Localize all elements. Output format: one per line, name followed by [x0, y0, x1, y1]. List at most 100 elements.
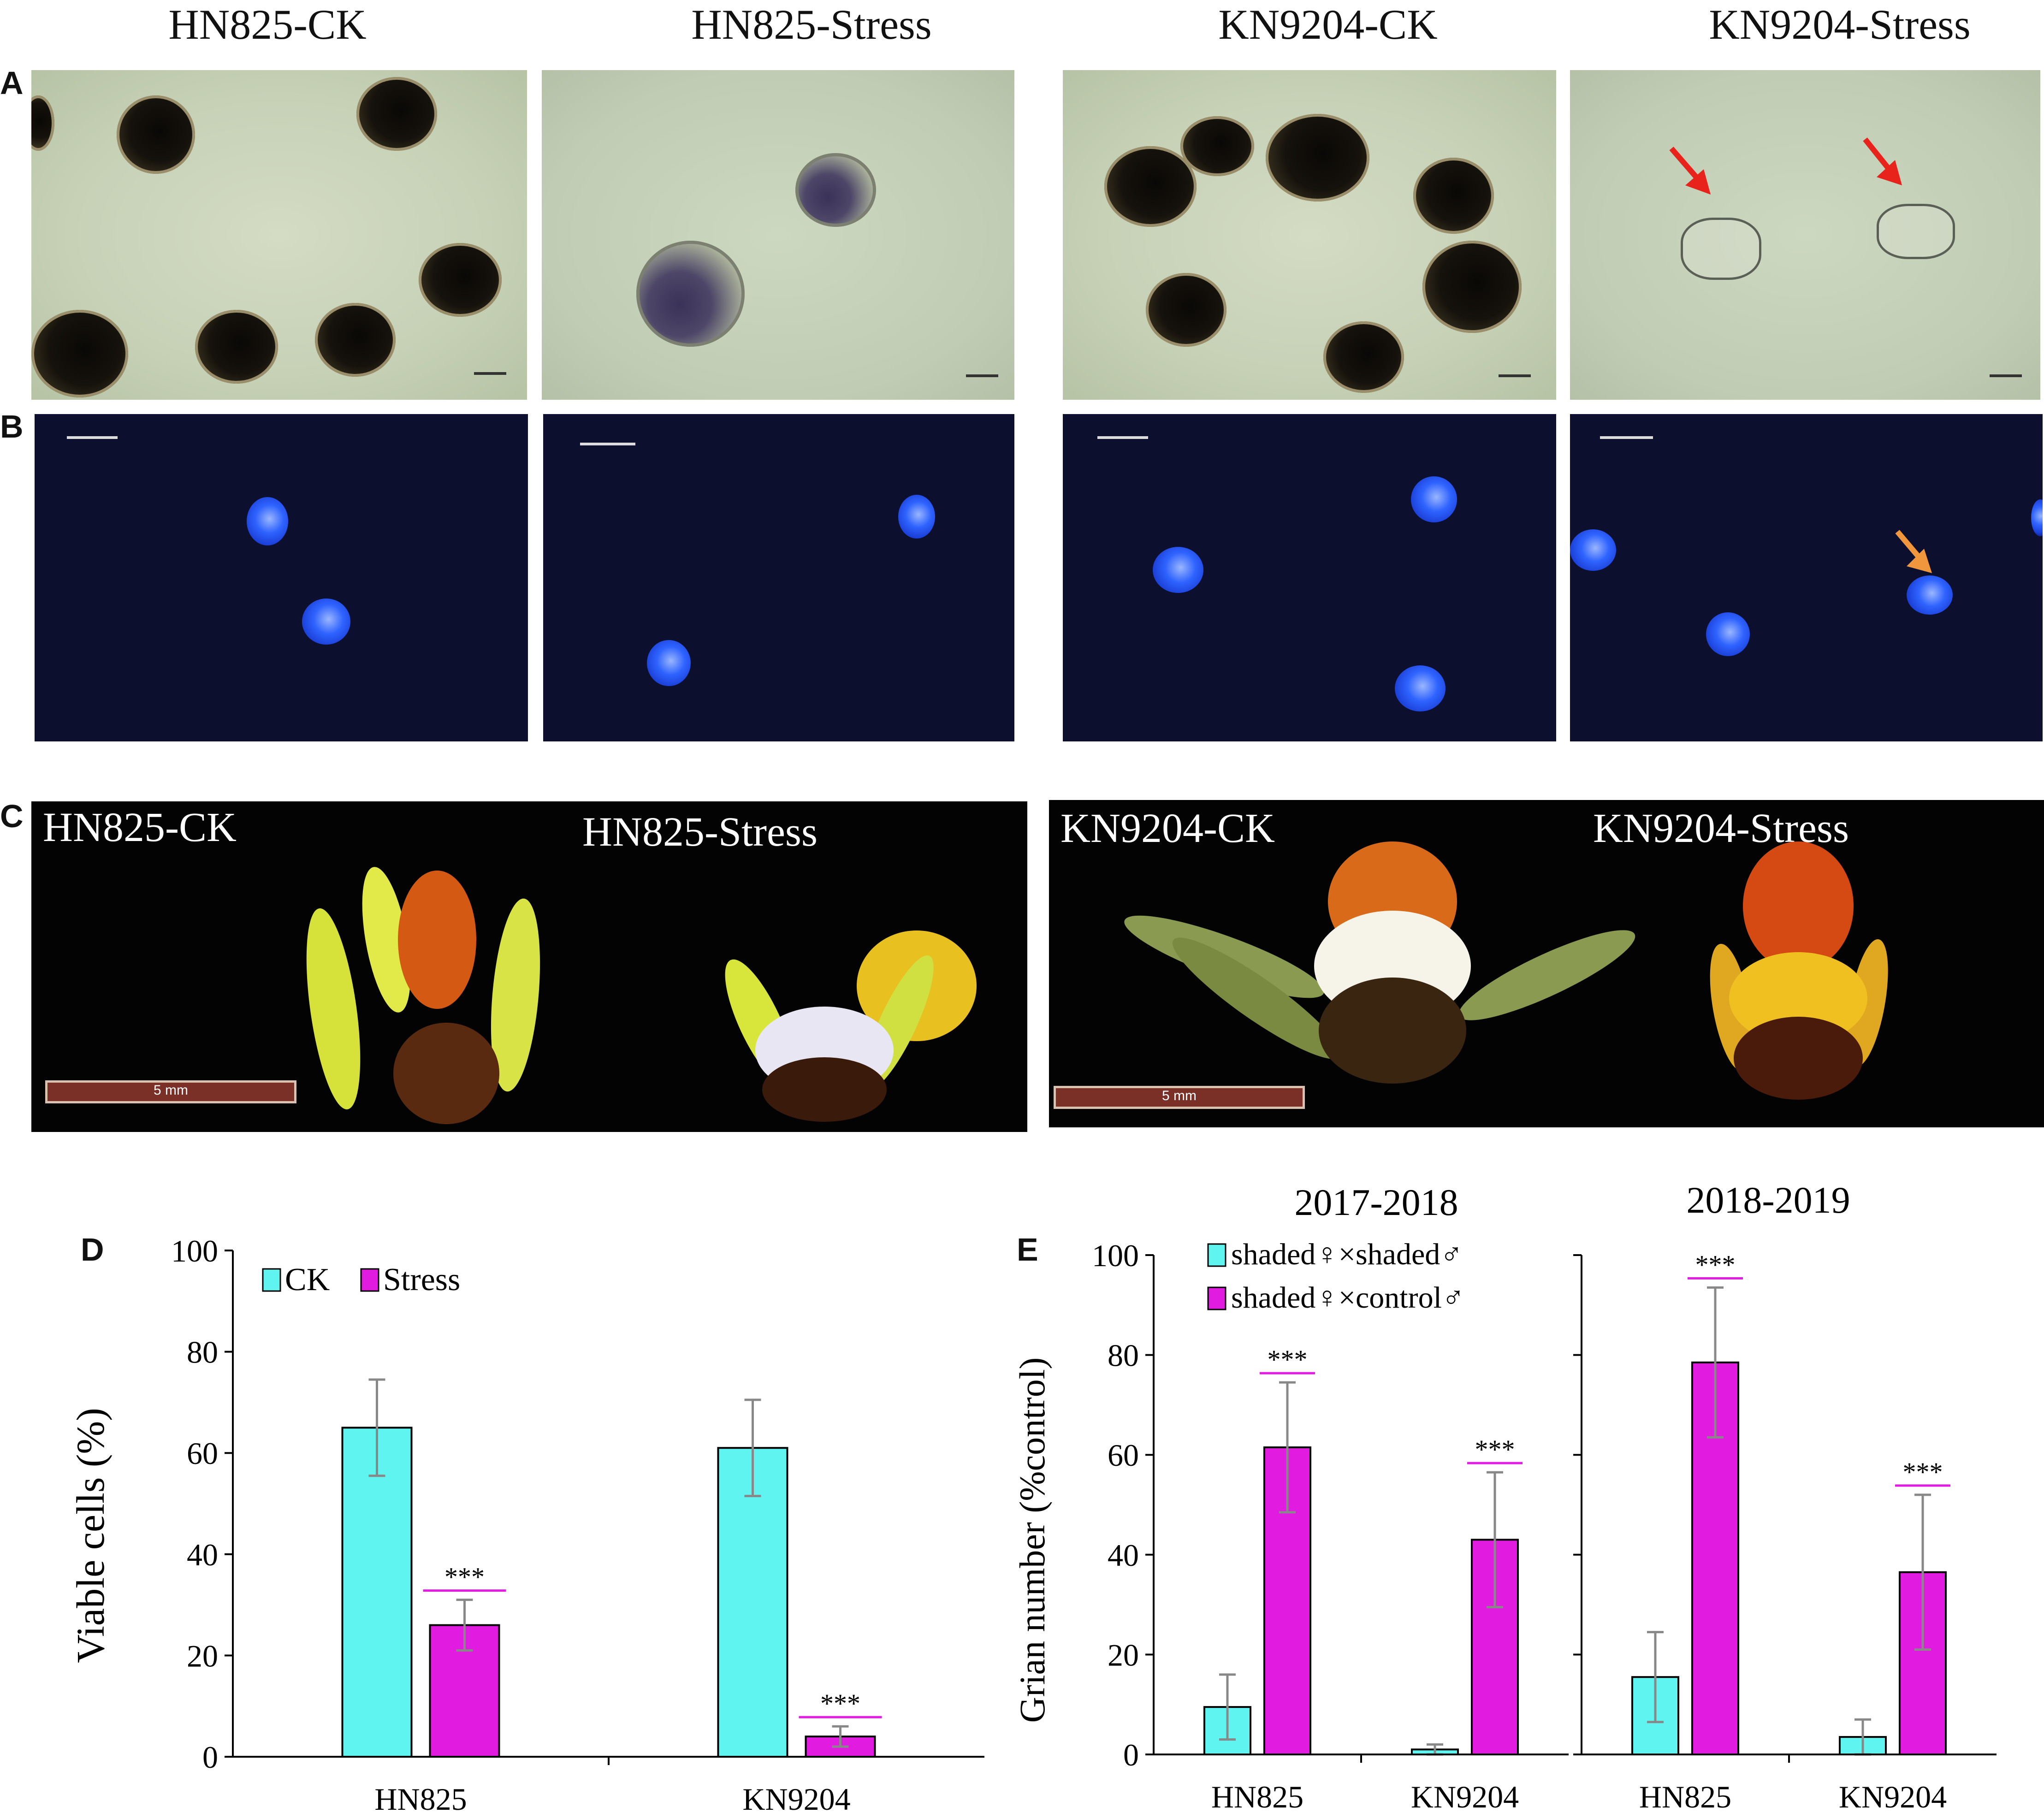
- chart-title-2017-2018: 2017-2018: [1294, 1181, 1458, 1223]
- scale-bar-5mm: 5 mm: [1054, 1086, 1305, 1109]
- pollen-nucleus: [247, 497, 288, 545]
- panel-label-d: D: [81, 1232, 104, 1268]
- pollen-grain: [117, 95, 195, 174]
- y-tick-label: 40: [1108, 1538, 1139, 1573]
- column-title-kn9204-stress: KN9204-Stress: [1709, 1, 1971, 48]
- y-axis-label: Grian number (%control): [1012, 1357, 1052, 1723]
- pollen-grain: [1413, 158, 1494, 234]
- photo-c-kn9204: KN9204-CK KN9204-Stress 5 mm: [1049, 800, 2044, 1127]
- x-tick-label: KN9204: [742, 1782, 850, 1817]
- scale-bar: [1990, 374, 2022, 377]
- red-arrow-2-head: [1877, 160, 1902, 185]
- pollen-nucleus: [647, 640, 691, 686]
- y-tick-label: 40: [187, 1537, 218, 1572]
- red-arrow-1-head: [1685, 169, 1711, 195]
- y-axis-label: Viable cells (%): [69, 1408, 113, 1663]
- scale-bar-5mm: 5 mm: [45, 1080, 296, 1103]
- bars: HN825 *** KN9204 *** HN825 *** KN9204 ***: [1154, 1250, 1997, 1814]
- x-tick-label: HN825: [1639, 1779, 1731, 1814]
- ovary: [1734, 1017, 1863, 1100]
- y-tick-label: 60: [187, 1436, 218, 1471]
- anther: [1847, 939, 1888, 1067]
- y-tick-label: 100: [171, 1233, 218, 1268]
- x-tick-label: KN9204: [1839, 1779, 1947, 1814]
- axes: 0 20 40 60 80 100: [171, 1233, 234, 1775]
- x-tick-label: KN9204: [1411, 1779, 1519, 1814]
- pollen-grain: [31, 95, 54, 151]
- micrograph-b-hn825-ck: [35, 414, 528, 741]
- significance-marker: ***: [820, 1689, 860, 1718]
- legend-swatch-shaded-control: [1207, 1286, 1226, 1310]
- pollen-nucleus: [1395, 665, 1446, 711]
- significance-marker: ***: [1695, 1250, 1736, 1280]
- pollen-grain: [1266, 114, 1369, 201]
- floret-drawings-kn9204: [1124, 841, 1888, 1100]
- micrograph-b-kn9204-stress: [1570, 414, 2043, 741]
- pollen-nucleus: [1570, 529, 1616, 571]
- micrograph-b-hn825-stress: [543, 414, 1014, 741]
- pollen-grain: [1146, 273, 1226, 347]
- micrograph-a-kn9204-stress: [1570, 70, 2040, 400]
- legend-label-shaded-control: shaded♀×control♂: [1231, 1281, 1464, 1315]
- ovary: [1319, 978, 1466, 1084]
- pollen-grain: [1323, 321, 1404, 393]
- legend: CK Stress: [262, 1262, 460, 1298]
- pollen-grain: [795, 153, 876, 227]
- label-kn9204-ck: KN9204-CK: [1061, 806, 1275, 851]
- anther: [306, 908, 361, 1109]
- x-tick-label: HN825: [374, 1782, 467, 1817]
- label-hn825-ck: HN825-CK: [43, 805, 237, 850]
- legend-swatch-shaded-shaded: [1207, 1243, 1226, 1267]
- legend-label-shaded-shaded: shaded♀×shaded♂: [1231, 1238, 1463, 1271]
- scale-bar: [474, 372, 506, 375]
- pollen-grain: [419, 243, 502, 317]
- significance-marker: ***: [1475, 1434, 1515, 1464]
- micrograph-a-hn825-ck: [31, 70, 527, 400]
- legend: shaded♀×shaded♂ shaded♀×control♂: [1207, 1238, 1464, 1315]
- stigma: [1743, 841, 1854, 971]
- collapsed-pollen: [1877, 204, 1955, 259]
- pollen-grain: [315, 303, 396, 377]
- pollen-nucleus: [898, 495, 935, 539]
- pollen-grain: [1180, 116, 1254, 176]
- significance-marker: ***: [1903, 1457, 1943, 1487]
- orange-arrow-head: [1907, 549, 1932, 573]
- column-title-hn825-stress: HN825-Stress: [691, 1, 932, 48]
- legend-swatch-ck: [262, 1268, 281, 1292]
- y-tick-label: 80: [187, 1335, 218, 1370]
- photo-c-hn825: HN825-CK HN825-Stress 5 mm: [31, 801, 1027, 1132]
- pollen-nucleus: [1907, 575, 1953, 615]
- pollen-grain: [1104, 146, 1197, 227]
- pollen-nucleus: [1411, 476, 1457, 522]
- pollen-grain: [1422, 241, 1522, 333]
- pollen-grain: [31, 310, 128, 397]
- panel-label-e: E: [1017, 1232, 1038, 1268]
- ovary: [762, 1057, 887, 1122]
- significance-marker: ***: [1268, 1345, 1308, 1375]
- significance-marker: ***: [444, 1562, 485, 1592]
- label-hn825-stress: HN825-Stress: [582, 809, 818, 855]
- panel-label-b: B: [0, 409, 24, 444]
- collapsed-pollen: [1681, 218, 1761, 280]
- pollen-nucleus: [1153, 547, 1203, 593]
- column-title-kn9204-ck: KN9204-CK: [1218, 1, 1438, 48]
- y-tick-label: 20: [187, 1638, 218, 1673]
- column-title-hn825-ck: HN825-CK: [168, 1, 367, 48]
- ovary-hairs: [1729, 952, 1867, 1044]
- scale-bar: [1600, 436, 1653, 439]
- legend-label-ck: CK: [285, 1262, 330, 1298]
- y-tick-label: 80: [1108, 1338, 1139, 1373]
- ovary: [393, 1023, 499, 1124]
- floret-drawings-hn825: [306, 867, 977, 1124]
- micrograph-a-kn9204-ck: [1063, 70, 1556, 400]
- pollen-grain: [195, 310, 278, 384]
- pollen-grain: [636, 241, 745, 347]
- chart-d: Viable cells (%) 0 20 40 60 80 100 HN825 *** KN…: [69, 1233, 984, 1817]
- scale-bar: [67, 436, 118, 439]
- scale-bar: [1097, 436, 1148, 439]
- pollen-nucleus: [2031, 499, 2043, 536]
- scale-bar: [966, 374, 998, 377]
- y-tick-label: 20: [1108, 1637, 1139, 1672]
- y-tick-label: 60: [1108, 1438, 1139, 1473]
